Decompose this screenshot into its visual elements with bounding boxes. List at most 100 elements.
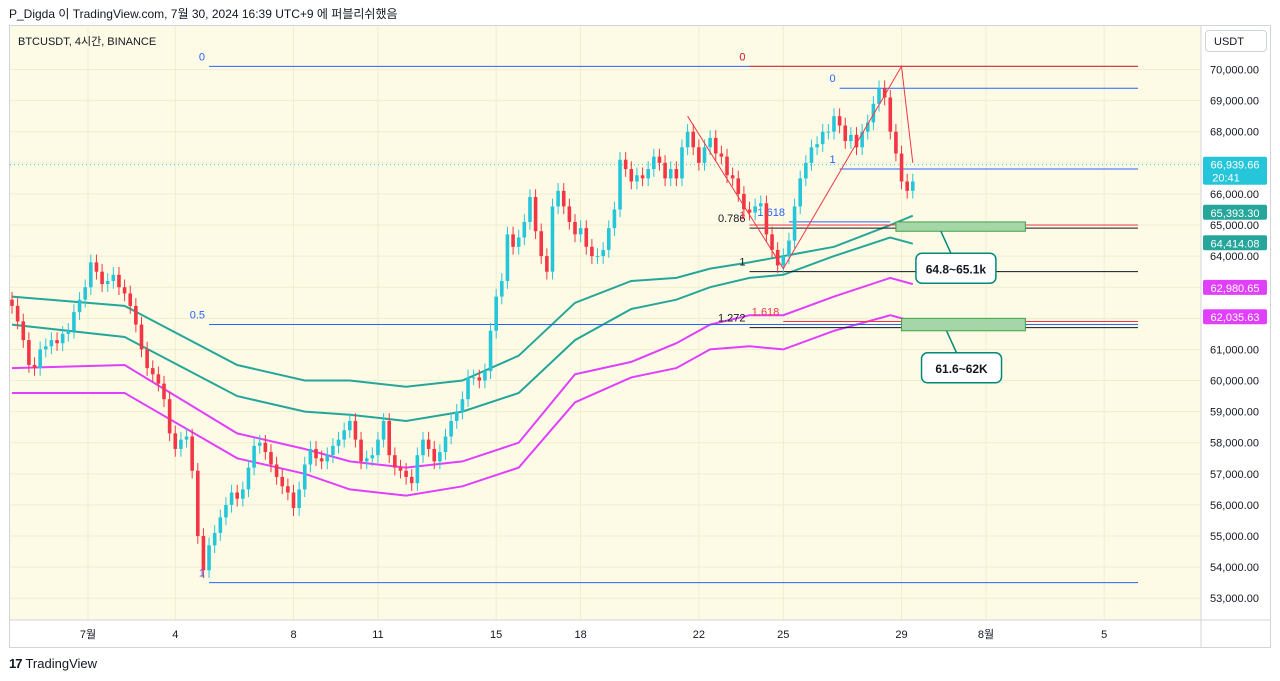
candle — [466, 377, 470, 400]
candle — [49, 340, 54, 347]
zone-callout-label: 61.6~62K — [935, 362, 988, 376]
candle — [201, 536, 206, 571]
candle — [387, 420, 392, 456]
candle — [302, 464, 307, 490]
candle — [483, 371, 487, 381]
candle — [342, 430, 346, 440]
candle — [556, 190, 560, 207]
candle — [38, 349, 42, 369]
candle — [567, 206, 572, 222]
candle — [134, 305, 138, 325]
candle — [550, 206, 555, 272]
price-tick-label: 70,000.00 — [1210, 65, 1259, 77]
currency-button[interactable]: USDT — [1205, 30, 1267, 52]
candle — [787, 240, 791, 257]
candle — [376, 439, 380, 456]
candle — [753, 206, 757, 213]
candle — [319, 458, 324, 462]
zigzag-line — [687, 64, 914, 270]
support-zone — [895, 221, 1026, 232]
zone-callout-pointer — [940, 230, 952, 254]
candle — [241, 489, 245, 499]
fib-level-label: 1 — [739, 210, 745, 222]
candle — [207, 545, 211, 571]
time-tick-label: 25 — [777, 629, 789, 641]
fib-level-label: 1 — [739, 257, 745, 269]
candle — [415, 455, 420, 484]
magenta-upper-band — [11, 276, 914, 469]
candle — [781, 256, 786, 266]
price-tick-label: 65,000.00 — [1210, 220, 1259, 232]
candle — [573, 221, 577, 235]
time-tick-label: 18 — [575, 629, 587, 641]
price-tick-label: 61,000.00 — [1210, 344, 1259, 356]
fib-level-label: 0 — [829, 73, 835, 85]
candle — [849, 134, 853, 142]
candle — [882, 88, 887, 98]
candle — [680, 147, 684, 179]
band-price-label-bg — [1203, 204, 1267, 220]
candle — [488, 330, 493, 372]
fib-level-label: 1 — [829, 154, 835, 166]
price-tick-label: 66,000.00 — [1210, 189, 1259, 201]
candle — [308, 448, 313, 465]
symbol-label: BTCUSDT, 4시간, BINANCE — [18, 36, 157, 48]
candle — [477, 377, 482, 381]
candle — [224, 504, 228, 518]
zone-callout-label: 64.8~65.1k — [926, 262, 987, 276]
candle — [471, 377, 476, 379]
candle — [691, 131, 696, 148]
candle — [190, 436, 194, 471]
candle — [601, 249, 605, 257]
candle — [798, 178, 802, 207]
publish-caption: P_Digda 이 TradingView.com, 7월 30, 2024 1… — [9, 7, 398, 21]
candle — [635, 175, 639, 182]
candle — [77, 299, 82, 313]
band-price-label: 62,980.65 — [1211, 283, 1260, 295]
candle — [370, 455, 375, 459]
candle — [336, 439, 341, 446]
candle — [246, 467, 251, 490]
candle — [640, 175, 645, 179]
support-zone — [901, 317, 1026, 332]
candle — [843, 125, 848, 142]
band-price-label-bg — [1203, 235, 1267, 251]
candle — [809, 147, 814, 163]
fib-level-label: 1 — [199, 568, 205, 580]
candle — [775, 249, 780, 266]
candle — [229, 492, 234, 505]
candle — [685, 131, 690, 148]
footer: 17 TradingView — [9, 656, 97, 671]
candle — [871, 103, 876, 123]
time-axis: 7월 4 8 11 15 18 22 25 29 8월 5 — [10, 619, 1270, 641]
current-price-label-countdown: 20:41 — [1212, 173, 1240, 185]
candle — [314, 448, 318, 459]
candle — [195, 470, 200, 537]
candle — [83, 287, 87, 300]
candle — [100, 271, 104, 285]
fib-level-label: 1.272 — [718, 313, 746, 325]
candle — [150, 368, 155, 375]
candle — [331, 445, 335, 456]
candle — [89, 262, 93, 288]
candle — [10, 299, 14, 306]
teal-lower-band — [11, 236, 914, 423]
candle — [43, 346, 48, 350]
candle — [865, 122, 870, 132]
candle — [398, 467, 403, 471]
candle — [646, 169, 650, 179]
candle — [21, 321, 26, 341]
candle — [618, 159, 622, 210]
fib-level-label: 0.5 — [190, 310, 205, 322]
time-tick-label: 8월 — [978, 628, 994, 641]
candle — [145, 349, 149, 369]
price-tick-label: 58,000.00 — [1210, 438, 1259, 450]
candle — [888, 97, 893, 132]
candle — [15, 305, 20, 322]
candle — [792, 206, 797, 241]
candle — [804, 162, 808, 179]
fib-level-label: 0 — [739, 51, 745, 63]
band-price-label: 64,414.08 — [1211, 238, 1260, 250]
